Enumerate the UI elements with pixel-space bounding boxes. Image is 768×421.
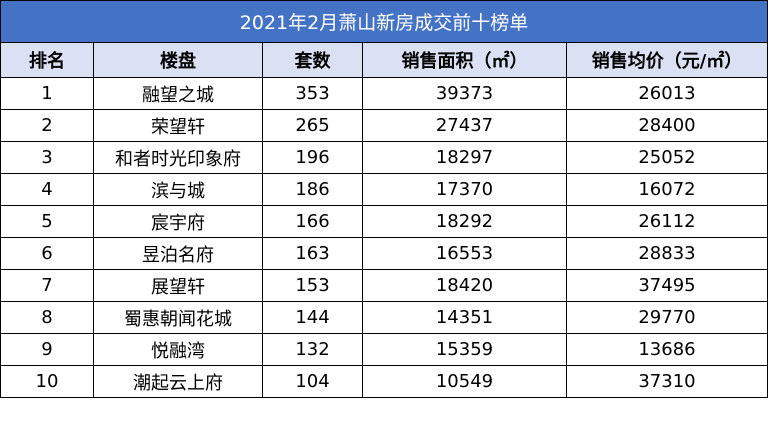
- cell-project: 荣望轩: [93, 109, 263, 142]
- cell-project: 滨与城: [93, 173, 263, 206]
- cell-avg-price: 13686: [566, 333, 768, 366]
- cell-units: 353: [262, 77, 363, 110]
- table-row: 9 悦融湾 132 15359 13686: [0, 333, 768, 366]
- cell-avg-price: 25052: [566, 141, 768, 174]
- cell-area: 18292: [362, 205, 567, 238]
- cell-avg-price: 28400: [566, 109, 768, 142]
- cell-rank: 9: [0, 333, 94, 366]
- cell-rank: 2: [0, 109, 94, 142]
- cell-avg-price: 29770: [566, 301, 768, 334]
- cell-area: 15359: [362, 333, 567, 366]
- cell-area: 10549: [362, 365, 567, 398]
- cell-units: 132: [262, 333, 363, 366]
- cell-project: 融望之城: [93, 77, 263, 110]
- table-row: 6 昱泊名府 163 16553 28833: [0, 237, 768, 270]
- cell-units: 265: [262, 109, 363, 142]
- cell-avg-price: 26112: [566, 205, 768, 238]
- cell-project: 潮起云上府: [93, 365, 263, 398]
- cell-area: 18420: [362, 269, 567, 302]
- table-row: 8 蜀惠朝闻花城 144 14351 29770: [0, 301, 768, 334]
- cell-units: 186: [262, 173, 363, 206]
- cell-units: 166: [262, 205, 363, 238]
- cell-project: 宸宇府: [93, 205, 263, 238]
- cell-avg-price: 28833: [566, 237, 768, 270]
- column-header-project: 楼盘: [93, 42, 263, 78]
- cell-rank: 6: [0, 237, 94, 270]
- table-row: 1 融望之城 353 39373 26013: [0, 77, 768, 110]
- cell-rank: 10: [0, 365, 94, 398]
- cell-project: 和者时光印象府: [93, 141, 263, 174]
- cell-units: 104: [262, 365, 363, 398]
- ranking-table: 2021年2月萧山新房成交前十榜单 排名 楼盘 套数 销售面积（㎡） 销售均价（…: [0, 0, 768, 398]
- column-header-avg-price: 销售均价（元/㎡）: [566, 42, 768, 78]
- cell-avg-price: 16072: [566, 173, 768, 206]
- table-row: 4 滨与城 186 17370 16072: [0, 173, 768, 206]
- cell-area: 39373: [362, 77, 567, 110]
- cell-project: 昱泊名府: [93, 237, 263, 270]
- cell-area: 16553: [362, 237, 567, 270]
- cell-units: 153: [262, 269, 363, 302]
- cell-units: 144: [262, 301, 363, 334]
- table-title: 2021年2月萧山新房成交前十榜单: [0, 0, 768, 43]
- cell-area: 17370: [362, 173, 567, 206]
- table-row: 5 宸宇府 166 18292 26112: [0, 205, 768, 238]
- cell-rank: 3: [0, 141, 94, 174]
- cell-rank: 4: [0, 173, 94, 206]
- header-row: 排名 楼盘 套数 销售面积（㎡） 销售均价（元/㎡）: [0, 42, 768, 78]
- cell-avg-price: 37495: [566, 269, 768, 302]
- cell-avg-price: 37310: [566, 365, 768, 398]
- cell-rank: 5: [0, 205, 94, 238]
- cell-area: 27437: [362, 109, 567, 142]
- table-row: 10 潮起云上府 104 10549 37310: [0, 365, 768, 398]
- column-header-units: 套数: [262, 42, 363, 78]
- cell-rank: 1: [0, 77, 94, 110]
- cell-area: 18297: [362, 141, 567, 174]
- cell-rank: 7: [0, 269, 94, 302]
- cell-area: 14351: [362, 301, 567, 334]
- table-row: 2 荣望轩 265 27437 28400: [0, 109, 768, 142]
- table-row: 7 展望轩 153 18420 37495: [0, 269, 768, 302]
- column-header-rank: 排名: [0, 42, 94, 78]
- column-header-area: 销售面积（㎡）: [362, 42, 567, 78]
- cell-project: 蜀惠朝闻花城: [93, 301, 263, 334]
- table-row: 3 和者时光印象府 196 18297 25052: [0, 141, 768, 174]
- cell-project: 展望轩: [93, 269, 263, 302]
- cell-avg-price: 26013: [566, 77, 768, 110]
- cell-units: 196: [262, 141, 363, 174]
- cell-units: 163: [262, 237, 363, 270]
- cell-project: 悦融湾: [93, 333, 263, 366]
- cell-rank: 8: [0, 301, 94, 334]
